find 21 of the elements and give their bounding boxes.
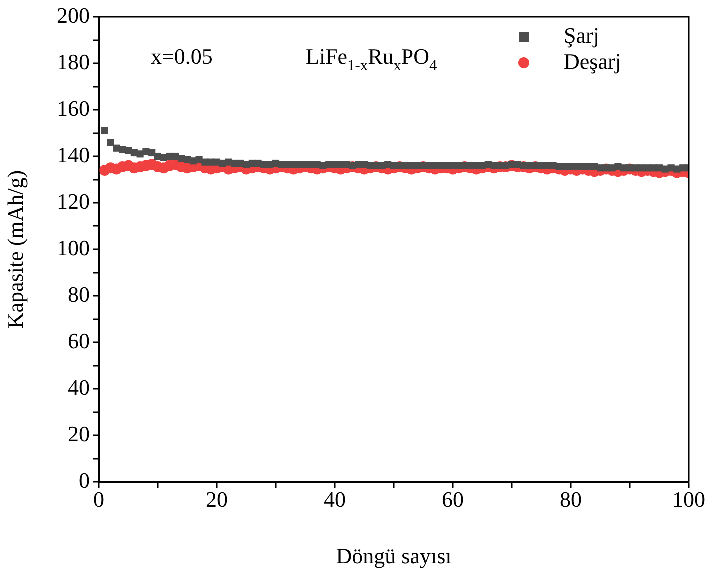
x-tick-label: 40 xyxy=(324,486,346,512)
y-tick-label: 60 xyxy=(68,328,90,354)
annotation: x=0.05 xyxy=(151,44,213,69)
y-tick-label: 100 xyxy=(57,235,90,260)
y-tick-label: 40 xyxy=(68,374,90,400)
x-tick-label: 100 xyxy=(672,486,706,512)
x-tick-label: 80 xyxy=(560,486,582,512)
legend-label: Şarj xyxy=(564,22,600,48)
x-axis-title: Döngü sayısı xyxy=(336,544,452,569)
legend-label: Deşarj xyxy=(564,48,622,74)
y-tick-label: 120 xyxy=(57,188,90,214)
y-tick-label: 20 xyxy=(68,421,90,446)
x-tick-label: 20 xyxy=(206,486,228,512)
y-tick-label: 180 xyxy=(57,49,90,74)
y-tick-label: 0 xyxy=(79,468,90,493)
y-tick-label: 80 xyxy=(68,282,90,307)
x-tick-label: 60 xyxy=(442,486,464,512)
y-tick-label: 140 xyxy=(57,142,90,168)
y-tick-label: 160 xyxy=(57,96,90,121)
y-tick-label: 200 xyxy=(57,2,90,28)
y-axis-title: Kapasite (mAh/g) xyxy=(2,170,28,329)
